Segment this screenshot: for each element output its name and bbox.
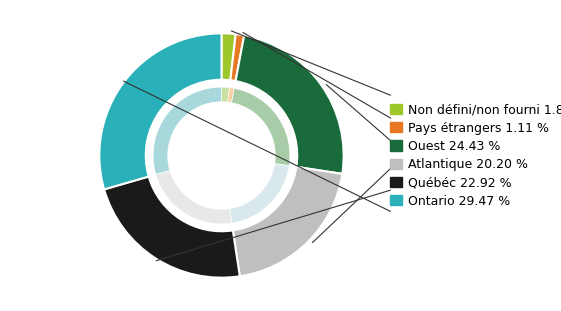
Wedge shape bbox=[228, 88, 234, 103]
Wedge shape bbox=[229, 164, 289, 223]
Wedge shape bbox=[156, 170, 232, 224]
Wedge shape bbox=[222, 87, 229, 102]
Wedge shape bbox=[236, 35, 344, 174]
Wedge shape bbox=[104, 177, 240, 278]
Legend: Non défini/non fourni 1.86 %, Pays étrangers 1.11 %, Ouest 24.43 %, Atlantique 2: Non défini/non fourni 1.86 %, Pays étran… bbox=[387, 100, 561, 211]
Wedge shape bbox=[233, 167, 342, 276]
Wedge shape bbox=[153, 87, 222, 174]
Wedge shape bbox=[232, 88, 290, 166]
Wedge shape bbox=[231, 34, 244, 81]
Wedge shape bbox=[222, 33, 236, 80]
Wedge shape bbox=[99, 33, 222, 189]
